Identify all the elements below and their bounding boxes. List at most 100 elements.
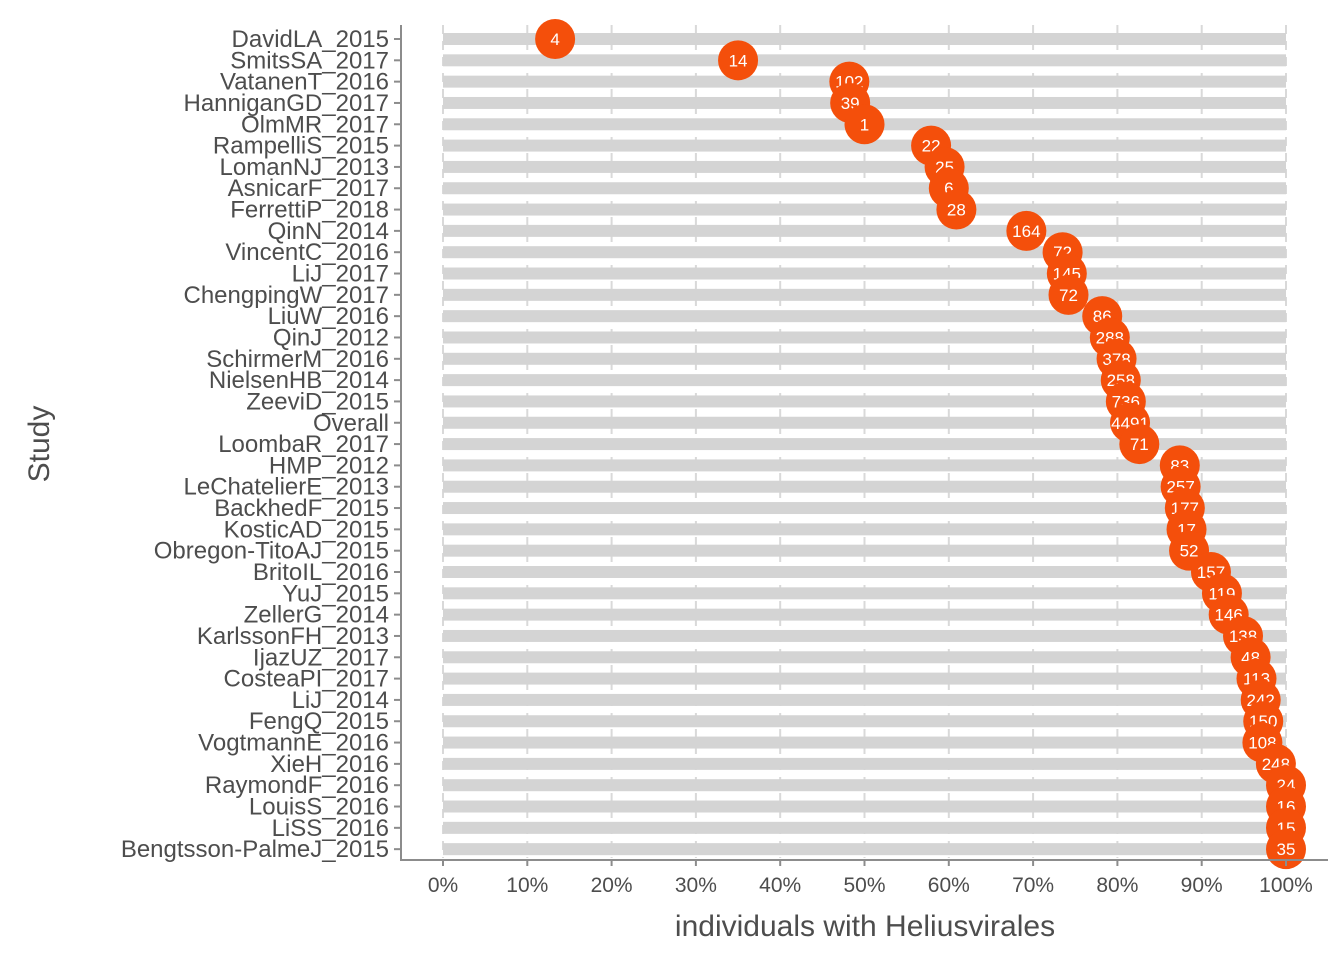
study-label: ZeeviD_2015 — [246, 388, 389, 415]
study-label: SchirmerM_2016 — [206, 346, 389, 373]
study-label: LeChatelierE_2013 — [184, 474, 390, 501]
bar-FengQ_2015 — [443, 715, 1286, 728]
bar-NielsenHB_2014 — [443, 374, 1286, 387]
point-count-label: 52 — [1180, 542, 1199, 561]
study-label: CosteaPI_2017 — [224, 666, 389, 693]
x-tick-label: 10% — [506, 874, 548, 897]
study-label: LiJ_2014 — [292, 687, 389, 714]
point-count-label: 1 — [860, 115, 869, 134]
study-label: QinJ_2012 — [273, 324, 389, 351]
bar-FerrettiP_2018 — [443, 203, 1286, 216]
bar-HMP_2012 — [443, 459, 1286, 472]
study-label: LomanNJ_2013 — [220, 154, 389, 181]
bar-SmitsSA_2017 — [443, 54, 1286, 67]
study-label: ZellerG_2014 — [244, 602, 389, 629]
bar-LiSS_2016 — [443, 821, 1286, 834]
point-count-label: 4 — [550, 30, 559, 49]
study-label: LiuW_2016 — [268, 303, 389, 330]
bar-AsnicarF_2017 — [443, 182, 1286, 195]
study-label: FerrettiP_2018 — [230, 197, 389, 224]
x-tick-label: 0% — [428, 874, 458, 897]
study-label: Obregon-TitoAJ_2015 — [154, 538, 389, 565]
bar-VogtmannE_2016 — [443, 736, 1286, 749]
bar-BackhedF_2015 — [443, 502, 1286, 515]
study-label: LiJ_2017 — [292, 261, 389, 288]
point-SmitsSA_2017 — [718, 40, 759, 81]
bar-LiJ_2014 — [443, 693, 1286, 706]
x-tick-label: 70% — [1012, 874, 1054, 897]
study-label: AsnicarF_2017 — [228, 175, 389, 202]
bar-YuJ_2015 — [443, 587, 1286, 600]
study-label: IjazUZ_2017 — [253, 644, 389, 671]
x-tick-label: 100% — [1259, 874, 1313, 897]
study-label: RaymondF_2016 — [205, 772, 389, 799]
x-tick-label: 80% — [1096, 874, 1138, 897]
point-count-label: 35 — [1277, 840, 1296, 859]
bar-ZeeviD_2015 — [443, 395, 1286, 408]
bar-RampelliS_2015 — [443, 139, 1286, 152]
bar-QinJ_2012 — [443, 331, 1286, 344]
point-OlmMR_2017 — [844, 104, 885, 145]
bar-LomanNJ_2013 — [443, 160, 1286, 173]
bar-ZellerG_2014 — [443, 608, 1286, 621]
study-label: QinN_2014 — [268, 218, 389, 245]
bar-SchirmerM_2016 — [443, 352, 1286, 365]
x-axis-title: individuals with Heliusvirales — [675, 910, 1055, 943]
point-ChengpingW_2017 — [1048, 274, 1089, 315]
bar-Bengtsson-PalmeJ_2015 — [443, 843, 1286, 856]
bar-RaymondF_2016 — [443, 779, 1286, 792]
bar-LiuW_2016 — [443, 310, 1286, 323]
study-label: HanniganGD_2017 — [184, 90, 390, 117]
study-label: ChengpingW_2017 — [184, 282, 390, 309]
study-label: YuJ_2015 — [282, 580, 389, 607]
x-tick-label: 60% — [928, 874, 970, 897]
bar-VincentC_2016 — [443, 246, 1286, 259]
study-labels: DavidLA_2015SmitsSA_2017VatanenT_2016Han… — [121, 26, 389, 863]
bar-LeChatelierE_2013 — [443, 480, 1286, 493]
bar-QinN_2014 — [443, 224, 1286, 237]
bar-LoombaR_2017 — [443, 438, 1286, 451]
bar-IjazUZ_2017 — [443, 651, 1286, 664]
study-label: FengQ_2015 — [249, 708, 389, 735]
point-count-label: 72 — [1059, 286, 1078, 305]
study-label: LiSS_2016 — [272, 815, 389, 842]
axes — [394, 25, 1328, 866]
point-QinN_2014 — [1006, 210, 1047, 251]
bar-KosticAD_2015 — [443, 523, 1286, 536]
study-label: LoombaR_2017 — [218, 431, 389, 458]
points: 4141023912225628164721457286288378258736… — [535, 19, 1306, 870]
study-label: VincentC_2016 — [225, 239, 389, 266]
point-count-label: 6 — [944, 179, 953, 198]
point-FerrettiP_2018 — [936, 189, 977, 230]
study-label: VatanenT_2016 — [220, 69, 389, 96]
study-label: BritoIL_2016 — [253, 559, 389, 586]
bar-DavidLA_2015 — [443, 33, 1286, 45]
bar-LouisS_2016 — [443, 800, 1286, 813]
study-label: KarlssonFH_2013 — [197, 623, 389, 650]
point-count-label: 28 — [947, 201, 966, 220]
bar-LiJ_2017 — [443, 267, 1286, 280]
x-tick-label: 40% — [759, 874, 801, 897]
point-count-label: 14 — [729, 51, 748, 70]
x-tick-label: 30% — [675, 874, 717, 897]
study-label: BackhedF_2015 — [214, 495, 389, 522]
study-label: VogtmannE_2016 — [198, 730, 389, 757]
x-tick-label: 20% — [591, 874, 633, 897]
study-label: KosticAD_2015 — [224, 516, 389, 543]
x-tick-label: 50% — [843, 874, 885, 897]
bar-ChengpingW_2017 — [443, 288, 1286, 301]
study-label: Overall — [313, 410, 389, 437]
bar-Obregon-TitoAJ_2015 — [443, 544, 1286, 557]
y-axis-title: Study — [23, 406, 56, 483]
study-label: SmitsSA_2017 — [230, 47, 389, 74]
study-label: XieH_2016 — [270, 751, 389, 778]
point-LoombaR_2017 — [1119, 424, 1160, 465]
study-label: LouisS_2016 — [249, 794, 389, 821]
study-label: NielsenHB_2014 — [209, 367, 389, 394]
bar-KarlssonFH_2013 — [443, 629, 1286, 642]
bar-CosteaPI_2017 — [443, 672, 1286, 685]
bar-XieH_2016 — [443, 757, 1286, 770]
point-count-label: 71 — [1130, 435, 1149, 454]
bar-BritoIL_2016 — [443, 566, 1286, 578]
